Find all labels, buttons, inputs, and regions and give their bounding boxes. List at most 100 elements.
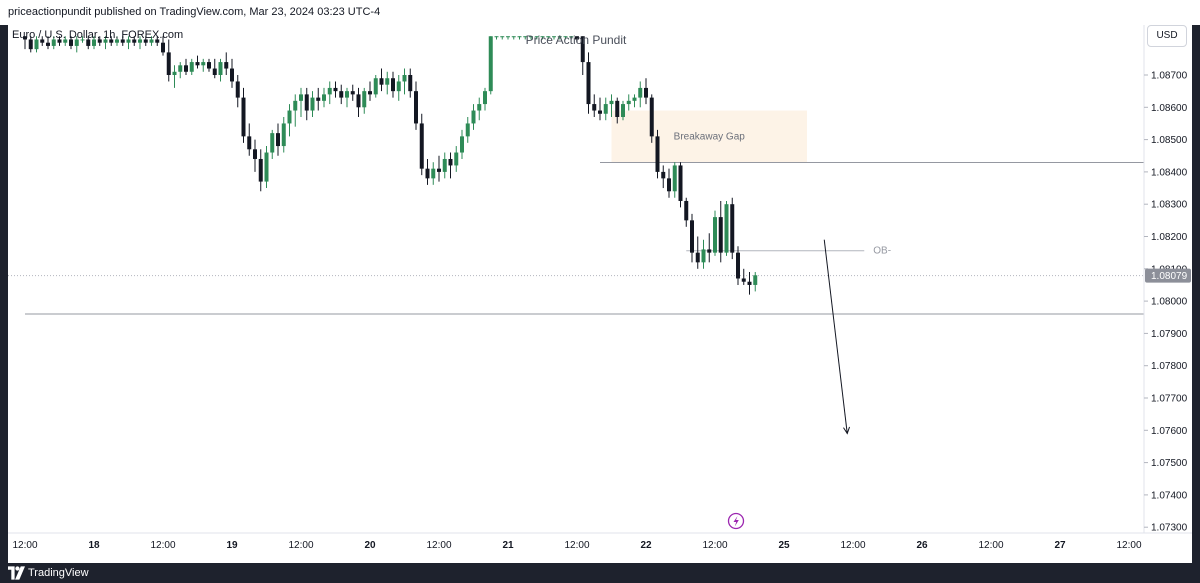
price-axis-label: 1.08700 (1151, 71, 1188, 82)
candle (327, 81, 332, 105)
candle-body (293, 100, 298, 111)
candle (483, 87, 487, 111)
candle-body (166, 52, 171, 75)
candle-body (80, 39, 85, 41)
price-axis-label: 1.07500 (1151, 458, 1188, 469)
candle-body (598, 110, 602, 114)
candle (281, 116, 286, 153)
candle-body (511, 36, 516, 38)
candle (385, 71, 390, 95)
time-axis-label: 26 (916, 540, 928, 551)
candle-body (51, 39, 56, 46)
candle (465, 116, 470, 143)
candle (615, 97, 620, 124)
candle-body (46, 42, 50, 46)
candle (707, 233, 712, 263)
candle-body (494, 36, 499, 38)
candle-body (437, 168, 441, 172)
candle-body (316, 97, 321, 101)
candle-body (557, 36, 562, 38)
candle (678, 162, 683, 208)
candle (396, 75, 401, 101)
candle-body (184, 65, 188, 72)
candle (322, 87, 326, 108)
candle (258, 149, 263, 192)
candle (586, 52, 591, 114)
breakaway-gap-zone[interactable] (611, 110, 808, 163)
left-frame-border (0, 0, 8, 563)
candle (172, 65, 177, 88)
candle-body (713, 217, 717, 253)
time-axis-label: 12:00 (12, 540, 37, 551)
candle-body (695, 252, 700, 263)
candle (523, 36, 528, 40)
symbol-title[interactable]: Euro / U.S. Dollar, 1h, FOREX.com (12, 29, 184, 41)
candle (477, 97, 482, 121)
candle (644, 78, 648, 105)
candle-body (287, 110, 292, 124)
price-axis-label: 1.07700 (1151, 394, 1188, 405)
candle-body (333, 87, 338, 92)
candle (115, 36, 119, 46)
candle (690, 213, 694, 263)
candle (684, 197, 689, 227)
candle (184, 58, 188, 75)
candle (201, 58, 206, 72)
candle-body (189, 62, 194, 72)
candle-body (523, 36, 528, 38)
candle-body (247, 136, 252, 150)
price-chart[interactable]: Breakaway Gap OB- 1.07300 1.07400 1.07500 1… (0, 0, 1200, 563)
candle-body (724, 204, 729, 253)
candle (161, 36, 165, 56)
currency-button[interactable]: USD (1147, 25, 1187, 47)
time-axis-label: 12:00 (564, 540, 589, 551)
candle (471, 104, 476, 130)
candle (580, 36, 585, 75)
candle-body (23, 36, 27, 40)
candle-body (172, 71, 177, 75)
time-axis-label: 12:00 (1116, 540, 1141, 551)
candle-body (132, 39, 137, 43)
candle (132, 36, 137, 46)
candle (592, 94, 597, 117)
candle-body (644, 87, 648, 98)
candle (339, 84, 344, 105)
candle (264, 146, 269, 189)
candle-body (655, 136, 660, 172)
candle (598, 97, 602, 121)
candle-body (218, 62, 223, 75)
time-axis-label: 12:00 (702, 540, 727, 551)
candle-body (419, 123, 424, 169)
candle-body (529, 36, 533, 38)
candle (63, 36, 68, 46)
candle (149, 36, 154, 46)
candle (189, 58, 194, 75)
price-axis-label: 1.08600 (1151, 103, 1188, 114)
candle-body (391, 78, 395, 92)
candle-body (310, 97, 315, 111)
candle (379, 68, 384, 92)
candle-body (143, 39, 148, 43)
candle-body (264, 152, 269, 182)
candle-body (684, 200, 689, 221)
candle-body (741, 278, 746, 282)
time-axis-label: 21 (502, 540, 514, 551)
projection-arrow[interactable] (823, 239, 851, 435)
candle (442, 152, 447, 179)
candle (575, 36, 579, 43)
events-lightning-icon[interactable] (727, 512, 745, 530)
candle-body (373, 78, 378, 95)
candle-body (425, 168, 430, 179)
publish-header: priceactionpundit published on TradingVi… (0, 0, 1200, 25)
candle-body (322, 94, 326, 101)
price-axis-label: 1.08400 (1151, 167, 1188, 178)
candle-body (120, 39, 125, 43)
candle-body (74, 39, 79, 46)
candle (103, 36, 108, 50)
candle (557, 36, 562, 40)
candle (736, 246, 740, 285)
candle (506, 36, 510, 40)
candle (425, 158, 430, 185)
candle (419, 113, 424, 176)
candle-body (276, 133, 280, 147)
